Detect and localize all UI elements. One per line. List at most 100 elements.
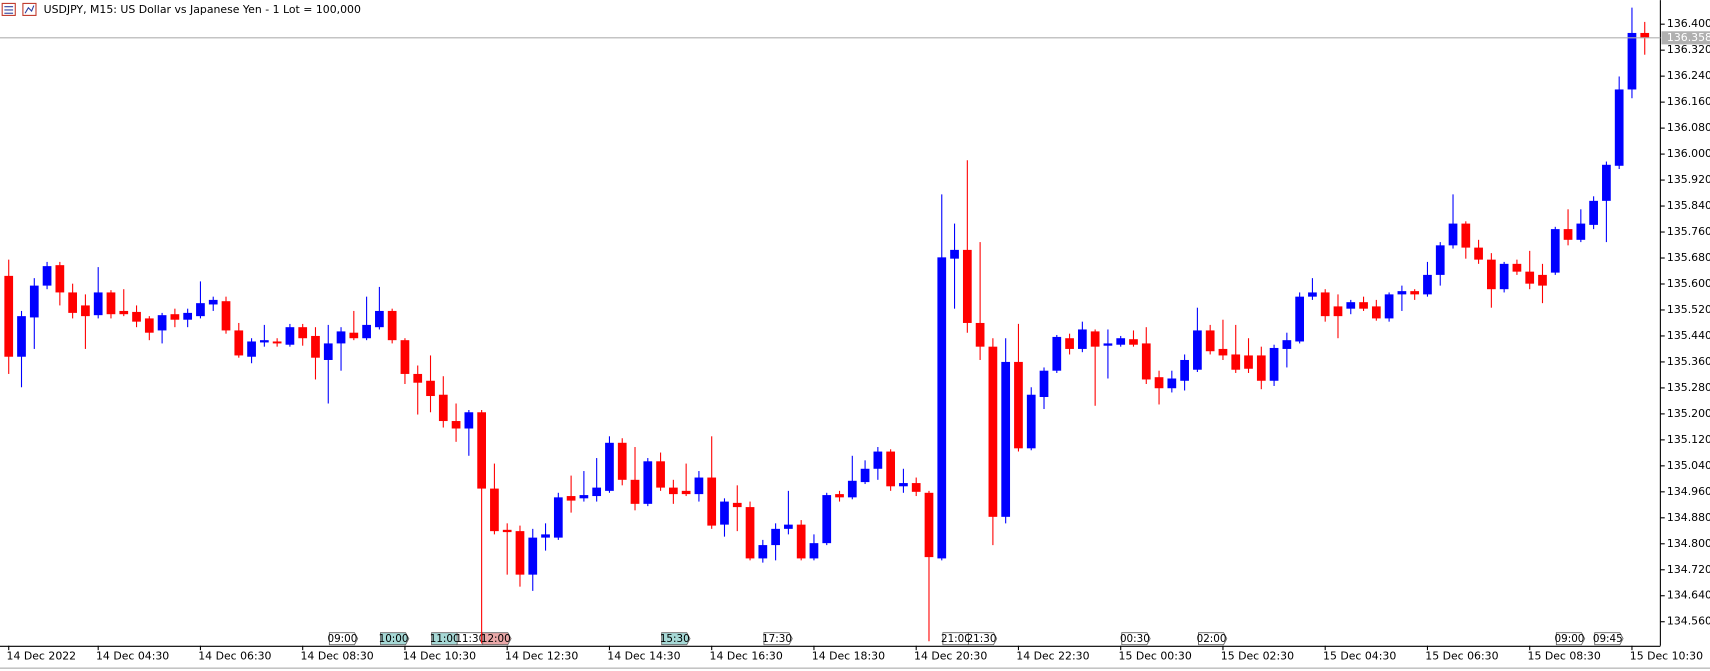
candle-body (950, 249, 959, 259)
candle-body (1167, 378, 1177, 389)
x-tick-label: 14 Dec 06:30 (198, 650, 271, 663)
candle-body (42, 266, 52, 286)
candle-body (553, 497, 563, 538)
candle-body (822, 495, 832, 544)
event-label: 09:00 (1555, 633, 1585, 645)
candle-body (259, 340, 269, 343)
candle-body (29, 285, 39, 318)
candle-body (515, 531, 525, 575)
y-tick-label: 135.200 (1667, 407, 1710, 420)
candle-body (1090, 331, 1100, 347)
x-tick-label: 14 Dec 22:30 (1016, 650, 1089, 663)
y-tick-label: 135.440 (1667, 329, 1710, 342)
x-tick-label: 14 Dec 16:30 (710, 650, 783, 663)
current-price-label: 136.358 (1667, 31, 1710, 44)
y-tick-label: 136.080 (1667, 121, 1710, 134)
candle-body (1397, 291, 1407, 295)
candle-body (387, 310, 397, 341)
candle-body (375, 310, 384, 328)
candle-body (1014, 361, 1023, 449)
event-flag (380, 632, 410, 646)
candle-body (1563, 229, 1573, 240)
event-label: 17:30 (762, 633, 792, 645)
current-price-box (1661, 31, 1710, 45)
y-tick-label: 135.920 (1667, 173, 1710, 186)
candle-body (681, 490, 691, 495)
candle-body (132, 311, 141, 322)
event-label: 10:00 (379, 633, 409, 645)
event-flag (328, 632, 359, 646)
y-tick-label: 135.680 (1667, 251, 1710, 264)
candle-body (886, 451, 896, 487)
y-tick-label: 135.360 (1667, 355, 1710, 368)
candle-body (707, 477, 717, 526)
candle-body (4, 275, 14, 357)
candle-body (1282, 340, 1292, 349)
event-label: 15:30 (660, 633, 690, 645)
y-tick-label: 134.800 (1667, 537, 1710, 550)
candle-body (336, 331, 346, 344)
event-flag (763, 632, 793, 646)
candle-body (924, 492, 934, 558)
candle-body (68, 292, 77, 313)
x-tick-label: 15 Dec 10:30 (1630, 650, 1703, 663)
candle-body (899, 483, 908, 487)
candle-body (643, 461, 653, 504)
candle-body (1129, 339, 1138, 345)
event-label: 12:00 (481, 633, 511, 645)
chart-title: USDJPY, M15: US Dollar vs Japanese Yen -… (44, 3, 361, 16)
candle-body (170, 314, 180, 320)
candle-body (349, 332, 359, 339)
x-tick-label: 14 Dec 18:30 (812, 650, 885, 663)
y-tick-label: 134.560 (1667, 615, 1710, 628)
candle-body (55, 265, 65, 293)
x-tick-label: 14 Dec 08:30 (301, 650, 374, 663)
candle-body (157, 315, 167, 331)
candle-body (438, 394, 448, 422)
candle-body (1103, 343, 1113, 346)
candle-body (1295, 296, 1305, 342)
candle-body (1052, 336, 1062, 371)
candle-body (732, 502, 742, 508)
candle-body (426, 380, 435, 397)
candle-body (1116, 338, 1126, 345)
candle-body (119, 310, 129, 315)
event-flag (1121, 632, 1151, 646)
candle-body (835, 494, 844, 498)
y-tick-label: 135.840 (1667, 199, 1710, 212)
candle-body (221, 301, 231, 331)
y-tick-label: 135.040 (1667, 459, 1710, 472)
y-tick-label: 134.880 (1667, 511, 1710, 524)
y-tick-label: 136.400 (1667, 17, 1710, 30)
x-tick-label: 14 Dec 20:30 (914, 650, 987, 663)
candle-body (758, 545, 768, 559)
candle-body (311, 335, 320, 358)
candle-body (1461, 223, 1471, 248)
candle-body (1410, 291, 1420, 295)
candle-body (1346, 302, 1356, 309)
candle-body (528, 537, 538, 575)
candle-body (1256, 355, 1266, 381)
candle-body (796, 524, 806, 559)
candle-body (106, 292, 116, 315)
symbol-icons (1, 2, 37, 16)
event-label: 21:30 (967, 633, 997, 645)
event-flag (1198, 632, 1228, 646)
candle-body (208, 299, 218, 305)
candle-body (93, 292, 103, 316)
candle-body (1602, 164, 1611, 201)
candle-body (694, 477, 704, 495)
y-tick-label: 136.000 (1667, 147, 1710, 160)
x-tick-label: 15 Dec 06:30 (1425, 650, 1498, 663)
candle-body (323, 343, 333, 360)
candle-body (656, 461, 665, 488)
event-flag (967, 632, 998, 646)
event-label: 21:00 (941, 633, 971, 645)
x-tick-label: 15 Dec 00:30 (1119, 650, 1192, 663)
candle-body (937, 257, 947, 559)
x-tick-label: 14 Dec 04:30 (96, 650, 169, 663)
candle-body (1627, 32, 1637, 90)
event-label: 09:45 (1593, 633, 1623, 645)
candle-body (413, 373, 423, 383)
